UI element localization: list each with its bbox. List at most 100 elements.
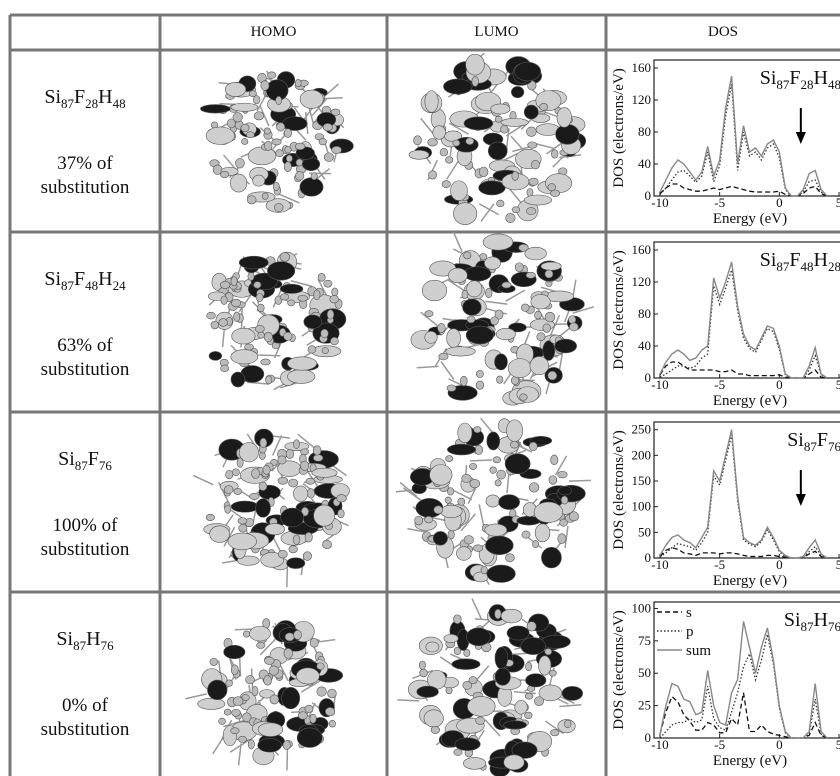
bond	[321, 83, 340, 99]
atom	[544, 311, 556, 323]
orbital-lobe	[533, 501, 564, 523]
bond	[480, 203, 495, 222]
orbital-lobe	[257, 738, 282, 753]
atom	[445, 455, 454, 462]
atom	[247, 739, 255, 750]
bond	[311, 98, 328, 116]
title-subscript: 48	[828, 77, 840, 92]
atom	[475, 716, 486, 725]
y-tick-label: 25	[638, 698, 651, 713]
atom	[272, 181, 280, 191]
dos-line	[659, 434, 828, 559]
atom	[463, 649, 471, 657]
legend-label: s	[686, 605, 692, 621]
element: F	[74, 86, 86, 108]
atom	[489, 466, 497, 474]
atom	[534, 696, 544, 707]
subscript: 48	[85, 278, 99, 293]
atom	[331, 287, 339, 297]
atom	[241, 694, 250, 701]
bond	[564, 526, 569, 549]
atom	[210, 320, 219, 330]
atom	[231, 298, 242, 308]
atom	[547, 370, 558, 381]
atom	[255, 292, 264, 302]
atom	[428, 170, 438, 180]
bond	[271, 435, 283, 456]
formula: Si87H76	[12, 628, 158, 654]
orbital-lobe	[432, 531, 448, 546]
atom	[294, 142, 306, 151]
atom	[557, 470, 568, 479]
bond	[447, 278, 467, 293]
y-tick-label: 0	[645, 188, 652, 203]
atom	[322, 123, 333, 132]
bond	[469, 459, 493, 462]
orbital-lobe	[524, 246, 547, 261]
orbital-lobe	[267, 261, 296, 281]
atom	[277, 550, 288, 559]
atom	[453, 614, 462, 625]
atom	[238, 523, 248, 533]
orbital-lobe	[456, 546, 472, 561]
atom	[309, 637, 319, 648]
atom	[238, 735, 247, 743]
atom	[560, 495, 569, 505]
subscript: 76	[100, 638, 114, 653]
plot-frame	[653, 241, 840, 379]
atom	[237, 517, 248, 525]
y-tick-label: 0	[645, 370, 652, 385]
orbital-lobe	[463, 757, 487, 770]
y-tick-label: 250	[632, 422, 652, 437]
orbital-lobe	[506, 419, 523, 442]
orbital-lobe	[529, 356, 549, 376]
atom	[463, 251, 472, 260]
bond	[238, 654, 242, 677]
atom	[284, 632, 295, 642]
atom	[473, 544, 484, 552]
plot-frame	[653, 421, 840, 559]
orbital-lobe	[542, 340, 556, 361]
orbital-lobe	[451, 658, 481, 670]
atom	[232, 112, 243, 123]
atom	[500, 125, 509, 134]
bond	[451, 489, 473, 501]
header-cell: HOMO	[250, 24, 297, 40]
orbital-lobe	[252, 174, 266, 187]
atom	[427, 138, 438, 147]
atom	[551, 149, 559, 159]
molecule-image	[206, 251, 347, 391]
y-tick-label: 200	[632, 447, 652, 462]
substitution: 63% of substitution	[40, 335, 130, 380]
x-axis-label: Energy (eV)	[713, 573, 787, 589]
dos-line	[659, 621, 828, 739]
element: Si	[58, 448, 75, 470]
title-element: H	[814, 67, 828, 89]
atom	[218, 717, 226, 725]
atom	[265, 375, 273, 385]
chart-title: Si87F76	[787, 429, 840, 454]
atom	[310, 172, 318, 181]
subscript: 87	[61, 96, 75, 111]
dos-line	[659, 429, 828, 559]
title-subscript: 28	[828, 259, 840, 274]
title-subscript: 28	[801, 77, 814, 92]
title-element: Si	[784, 609, 801, 631]
orbital-lobe	[286, 557, 306, 569]
subscript: 48	[112, 96, 126, 111]
atom	[337, 509, 345, 519]
atom	[444, 496, 452, 504]
title-element: F	[789, 249, 800, 271]
title-element: Si	[760, 249, 777, 271]
atom	[564, 719, 572, 729]
dos-line	[659, 183, 828, 197]
atom	[447, 487, 454, 496]
bond	[223, 719, 245, 728]
atom	[307, 345, 317, 354]
orbital-lobe	[540, 261, 562, 271]
orbital-lobe	[295, 667, 320, 685]
element: Si	[44, 268, 62, 290]
atom	[471, 76, 479, 87]
atom	[246, 131, 255, 139]
bond	[185, 693, 207, 700]
